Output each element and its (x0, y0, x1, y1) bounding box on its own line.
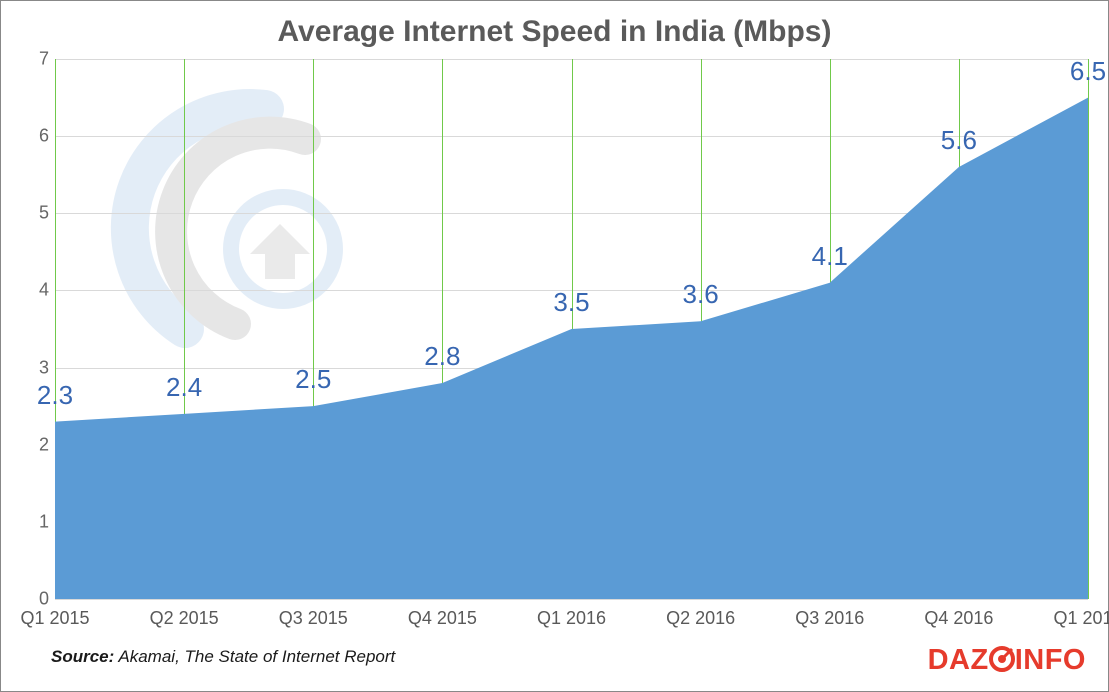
data-label: 2.8 (424, 341, 460, 372)
data-label: 5.6 (941, 125, 977, 156)
source-text: Akamai, The State of Internet Report (114, 647, 395, 666)
y-tick-label: 5 (21, 203, 49, 224)
data-label: 2.5 (295, 364, 331, 395)
x-tick-label: Q1 2015 (20, 608, 89, 629)
chart-container: 01234567Q1 2015Q2 2015Q3 2015Q4 2015Q1 2… (55, 59, 1088, 599)
area-series (55, 59, 1088, 599)
brand-target-icon (989, 644, 1015, 677)
hgrid-line (55, 599, 1088, 600)
x-tick-label: Q3 2016 (795, 608, 864, 629)
y-tick-label: 2 (21, 434, 49, 455)
x-tick-label: Q4 2016 (924, 608, 993, 629)
x-tick-label: Q4 2015 (408, 608, 477, 629)
x-tick-label: Q2 2016 (666, 608, 735, 629)
brand-part1: DAZ (928, 644, 989, 676)
data-label: 2.4 (166, 372, 202, 403)
data-label: 3.5 (553, 287, 589, 318)
brand-part2: INFO (1015, 644, 1086, 676)
x-tick-label: Q2 2015 (150, 608, 219, 629)
y-tick-label: 3 (21, 357, 49, 378)
data-label: 6.5 (1070, 56, 1106, 87)
data-label: 2.3 (37, 380, 73, 411)
source-label: Source: (51, 647, 114, 666)
vgrid-line (1088, 59, 1089, 599)
data-label: 3.6 (683, 279, 719, 310)
y-tick-label: 7 (21, 49, 49, 70)
y-tick-label: 0 (21, 589, 49, 610)
brand-logo: DAZ INFO (928, 644, 1086, 677)
chart-title: Average Internet Speed in India (Mbps) (1, 1, 1108, 59)
y-tick-label: 1 (21, 511, 49, 532)
x-tick-label: Q1 2016 (537, 608, 606, 629)
x-tick-label: Q1 2017 (1053, 608, 1109, 629)
source-attribution: Source: Akamai, The State of Internet Re… (51, 647, 395, 667)
y-tick-label: 6 (21, 126, 49, 147)
data-label: 4.1 (812, 241, 848, 272)
y-tick-label: 4 (21, 280, 49, 301)
plot-area: 01234567Q1 2015Q2 2015Q3 2015Q4 2015Q1 2… (55, 59, 1088, 599)
x-tick-label: Q3 2015 (279, 608, 348, 629)
